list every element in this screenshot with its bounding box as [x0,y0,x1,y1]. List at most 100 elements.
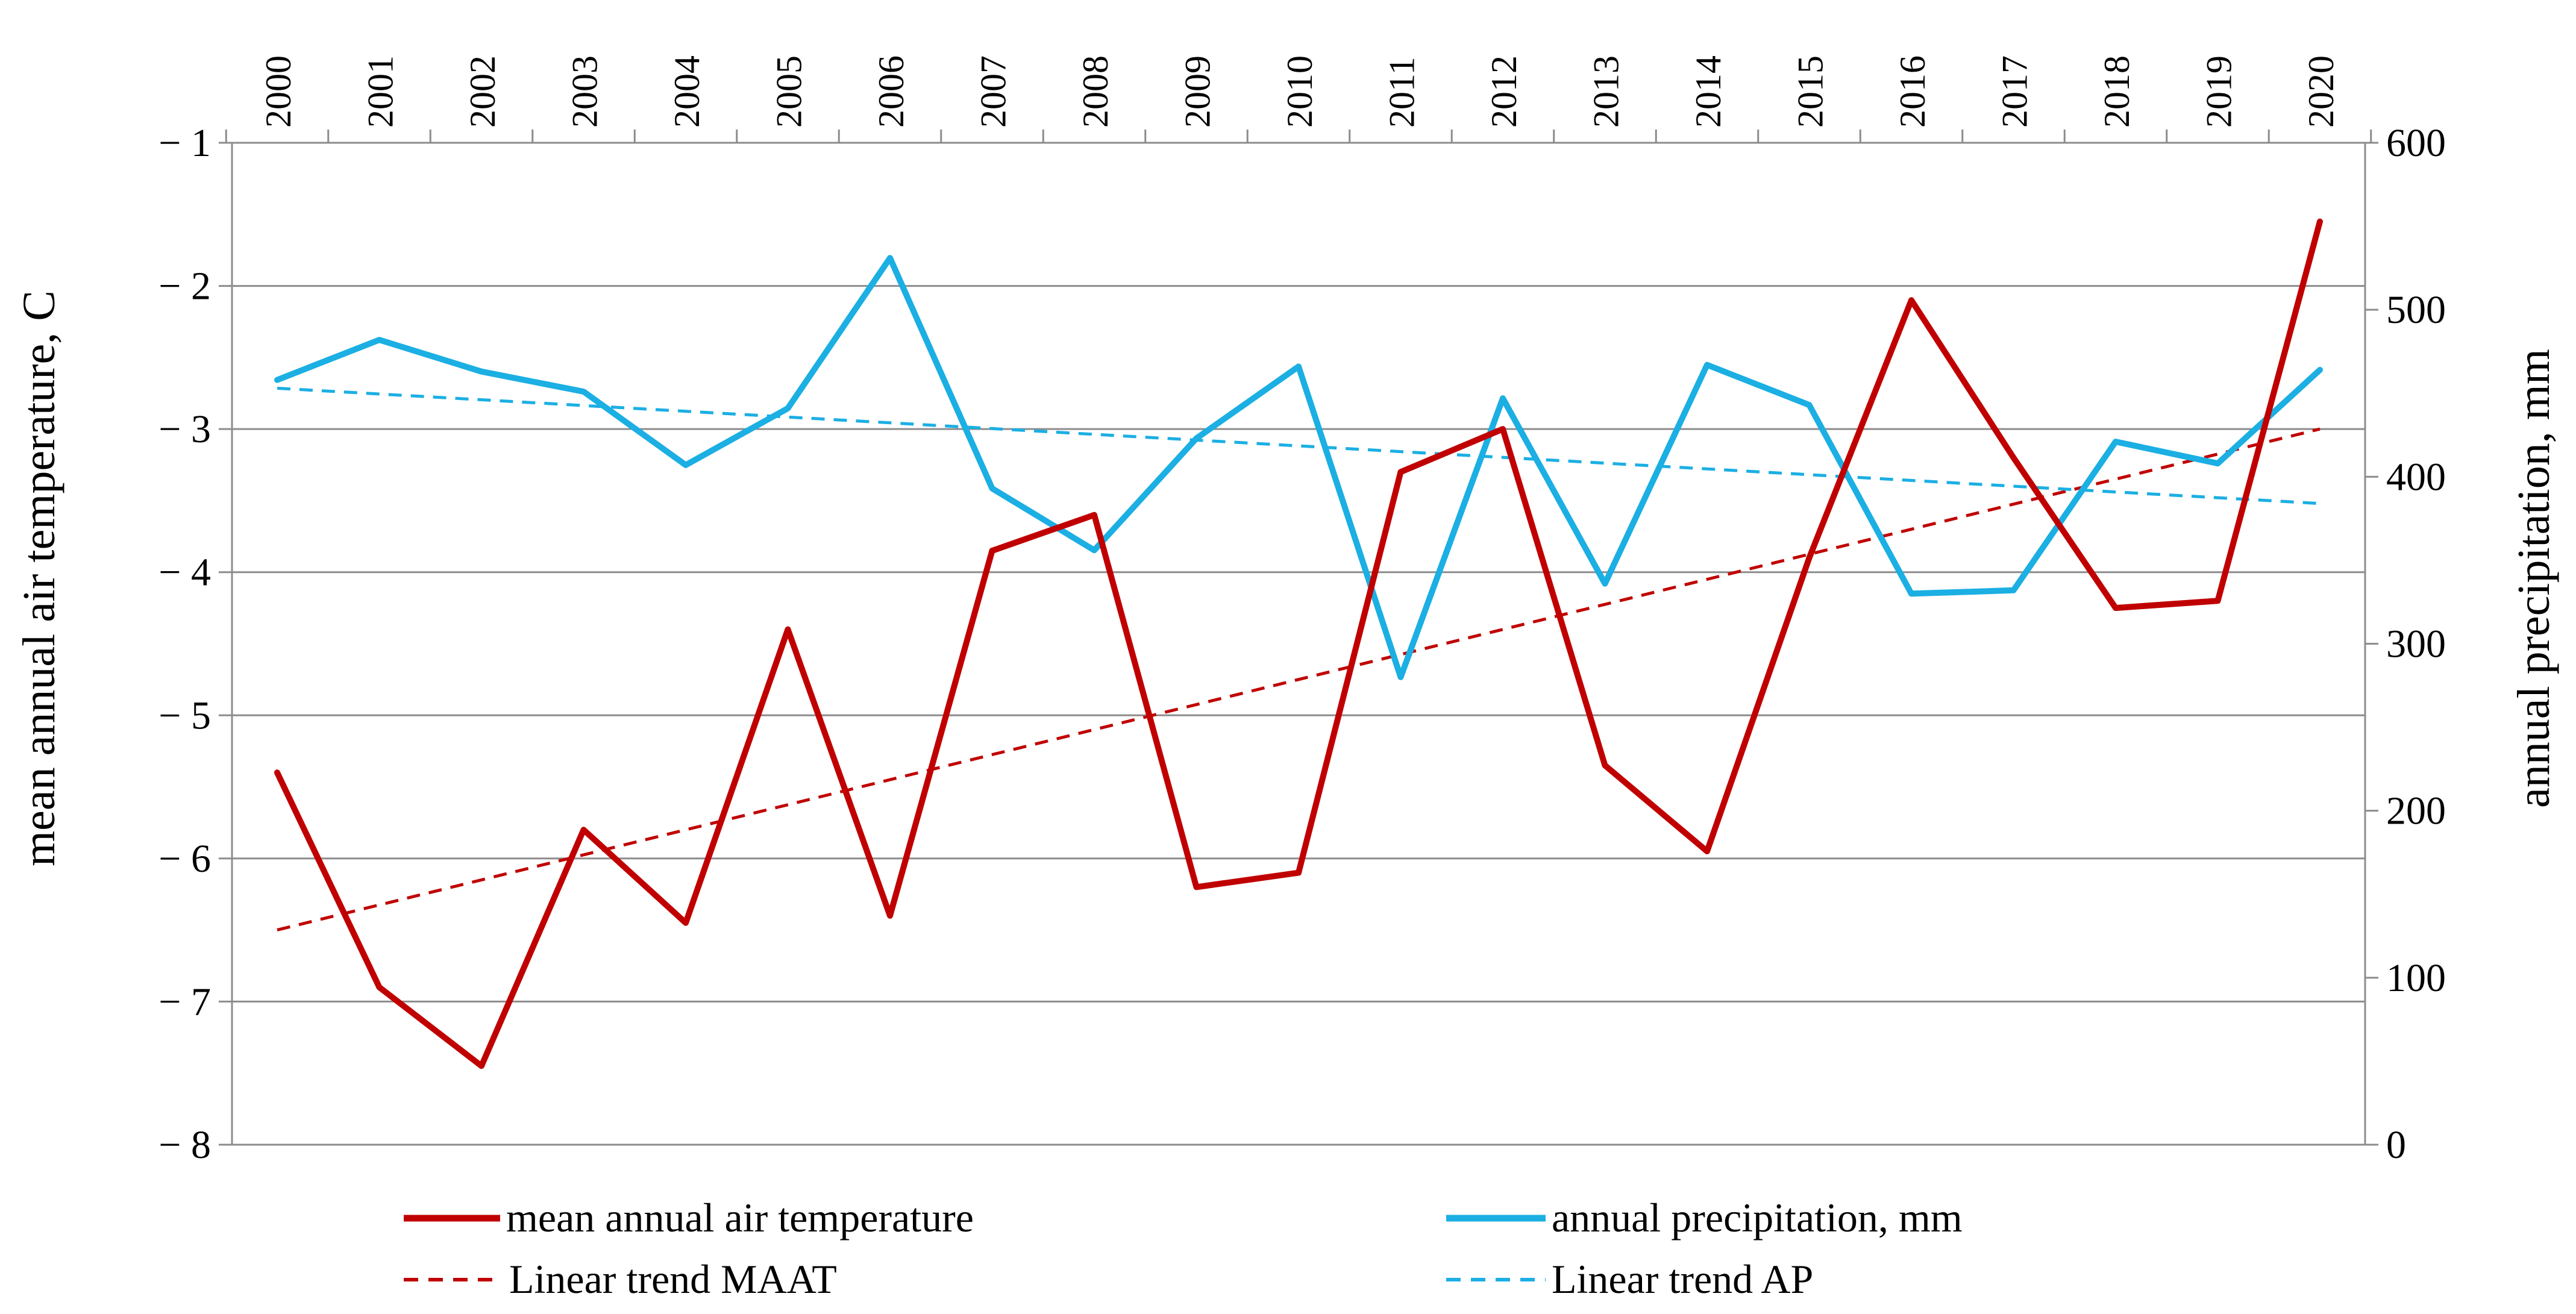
y-right-tick-labels: 600 500 400 300 200 100 0 [2386,121,2446,1167]
x-tick-label: 2014 [1688,55,1728,128]
x-tick-label: 2005 [769,55,809,128]
maat-data-point [2217,600,2219,601]
maat-data-point [1502,428,1503,430]
y-left-tick-label: − 6 [158,837,211,881]
ap-data-point [1094,549,1095,551]
y-right-tick-label: 500 [2386,288,2446,332]
x-tick-label: 2006 [871,55,911,128]
maat-data-point [685,922,686,924]
x-tick-label: 2007 [974,55,1014,128]
axes [219,130,2378,1146]
maat-data-point [1605,765,1606,766]
legend-item-maat-trend: Linear trend MAAT [404,1256,837,1302]
x-tick-label: 2000 [259,55,298,128]
ap-data-point [992,488,993,489]
ap-data-point [889,257,891,258]
legend-item-ap-trend: Linear trend AP [1446,1256,1813,1302]
legend-item-maat: mean annual air temperature [404,1195,974,1240]
x-tick-label: 2018 [2097,55,2137,128]
y-right-tick-label: 0 [2386,1123,2406,1167]
y-left-tick-label: − 5 [158,693,211,737]
y-left-tick-label: − 8 [158,1123,211,1167]
y-right-tick-label: 300 [2386,622,2446,666]
y-left-tick-label: − 2 [158,264,211,308]
maat-data-point [277,772,278,773]
ap-data-point [1605,583,1606,584]
maat-data-point [1706,851,1708,852]
maat-data-point [1094,515,1095,516]
ap-series-line [274,255,2323,680]
ap-data-point [1502,398,1503,399]
x-tick-label: 2001 [361,55,401,128]
ap-data-point [277,380,278,381]
y-right-axis-title: annual precipitation, mm [2509,349,2559,808]
ap-data-point [1809,404,1810,405]
maat-data-point [2319,221,2321,222]
maat-trend-line [277,427,2321,932]
x-tick-label: 2013 [1587,55,1626,128]
maat-data-point [992,550,993,551]
ap-data-point [2319,369,2321,371]
x-tick-label: 2020 [2301,55,2341,128]
y-right-tick-label: 200 [2386,789,2446,833]
y-left-tick-label: − 4 [158,551,211,595]
x-tick-label: 2016 [1893,55,1932,128]
y-right-tick-label: 400 [2386,455,2446,499]
y-right-tick-label: 100 [2386,956,2446,1000]
legend-label-maat-trend: Linear trend MAAT [509,1256,837,1302]
ap-data-point [1196,438,1197,439]
x-tick-label: 2002 [463,55,503,128]
ap-data-point [1911,593,1912,594]
maat-data-point [1298,872,1299,874]
ap-data-point [685,465,686,466]
y-left-tick-labels: − 1 − 2 − 3 − 4 − 5 − 6 − 7 − 8 [158,121,211,1167]
ap-data-point [1400,677,1402,678]
x-tick-label: 2003 [565,55,605,128]
y-left-tick-label: − 1 [158,121,211,165]
x-tick-labels: 2000 2001 2002 2003 2004 2005 2006 2007 2008 2009… [259,55,2341,128]
maat-data-point [583,829,584,830]
x-tick-label: 2019 [2199,55,2239,128]
x-tick-label: 2009 [1178,55,1218,128]
maat-data-point [889,915,891,916]
maat-series-line [274,218,2323,1069]
x-tick-label: 2012 [1484,55,1524,128]
legend-label-maat: mean annual air temperature [506,1195,974,1240]
y-left-axis-title: mean annual air temperature, C [14,290,64,866]
ap-data-point [2115,441,2116,442]
x-tick-label: 2015 [1791,55,1831,128]
maat-data-point [379,987,380,988]
maat-data-point [2115,607,2116,609]
legend-label-ap-trend: Linear trend AP [1552,1256,1813,1302]
ap-data-point [379,339,380,340]
ap-data-point [2013,590,2014,591]
maat-data-point [2013,457,2014,458]
legend: mean annual air temperature annual preci… [404,1195,1963,1302]
x-tick-label: 2010 [1280,55,1320,128]
x-tick-label: 2011 [1382,57,1422,128]
x-tick-label: 2017 [1995,55,2035,128]
gridlines [232,142,2365,1003]
maat-data-point [1911,299,1912,301]
maat-data-point [788,629,789,630]
ap-data-point [583,391,584,392]
series [274,218,2323,1069]
ap-trend-line [277,386,2321,505]
legend-label-ap: annual precipitation, mm [1552,1195,1963,1240]
legend-item-ap: annual precipitation, mm [1446,1195,1963,1240]
maat-data-point [1196,886,1197,887]
ap-data-point [788,408,789,409]
y-left-tick-label: − 7 [158,980,211,1024]
maat-data-point [481,1065,482,1066]
ap-data-point [481,371,482,372]
maat-data-point [1809,557,1810,558]
ap-data-point [2217,463,2219,464]
ap-data-point [1298,366,1299,367]
x-tick-label: 2008 [1076,55,1115,128]
y-right-tick-label: 600 [2386,121,2446,165]
maat-data-point [1400,471,1402,472]
ap-data-point [1706,364,1708,366]
x-tick-label: 2004 [667,55,707,128]
